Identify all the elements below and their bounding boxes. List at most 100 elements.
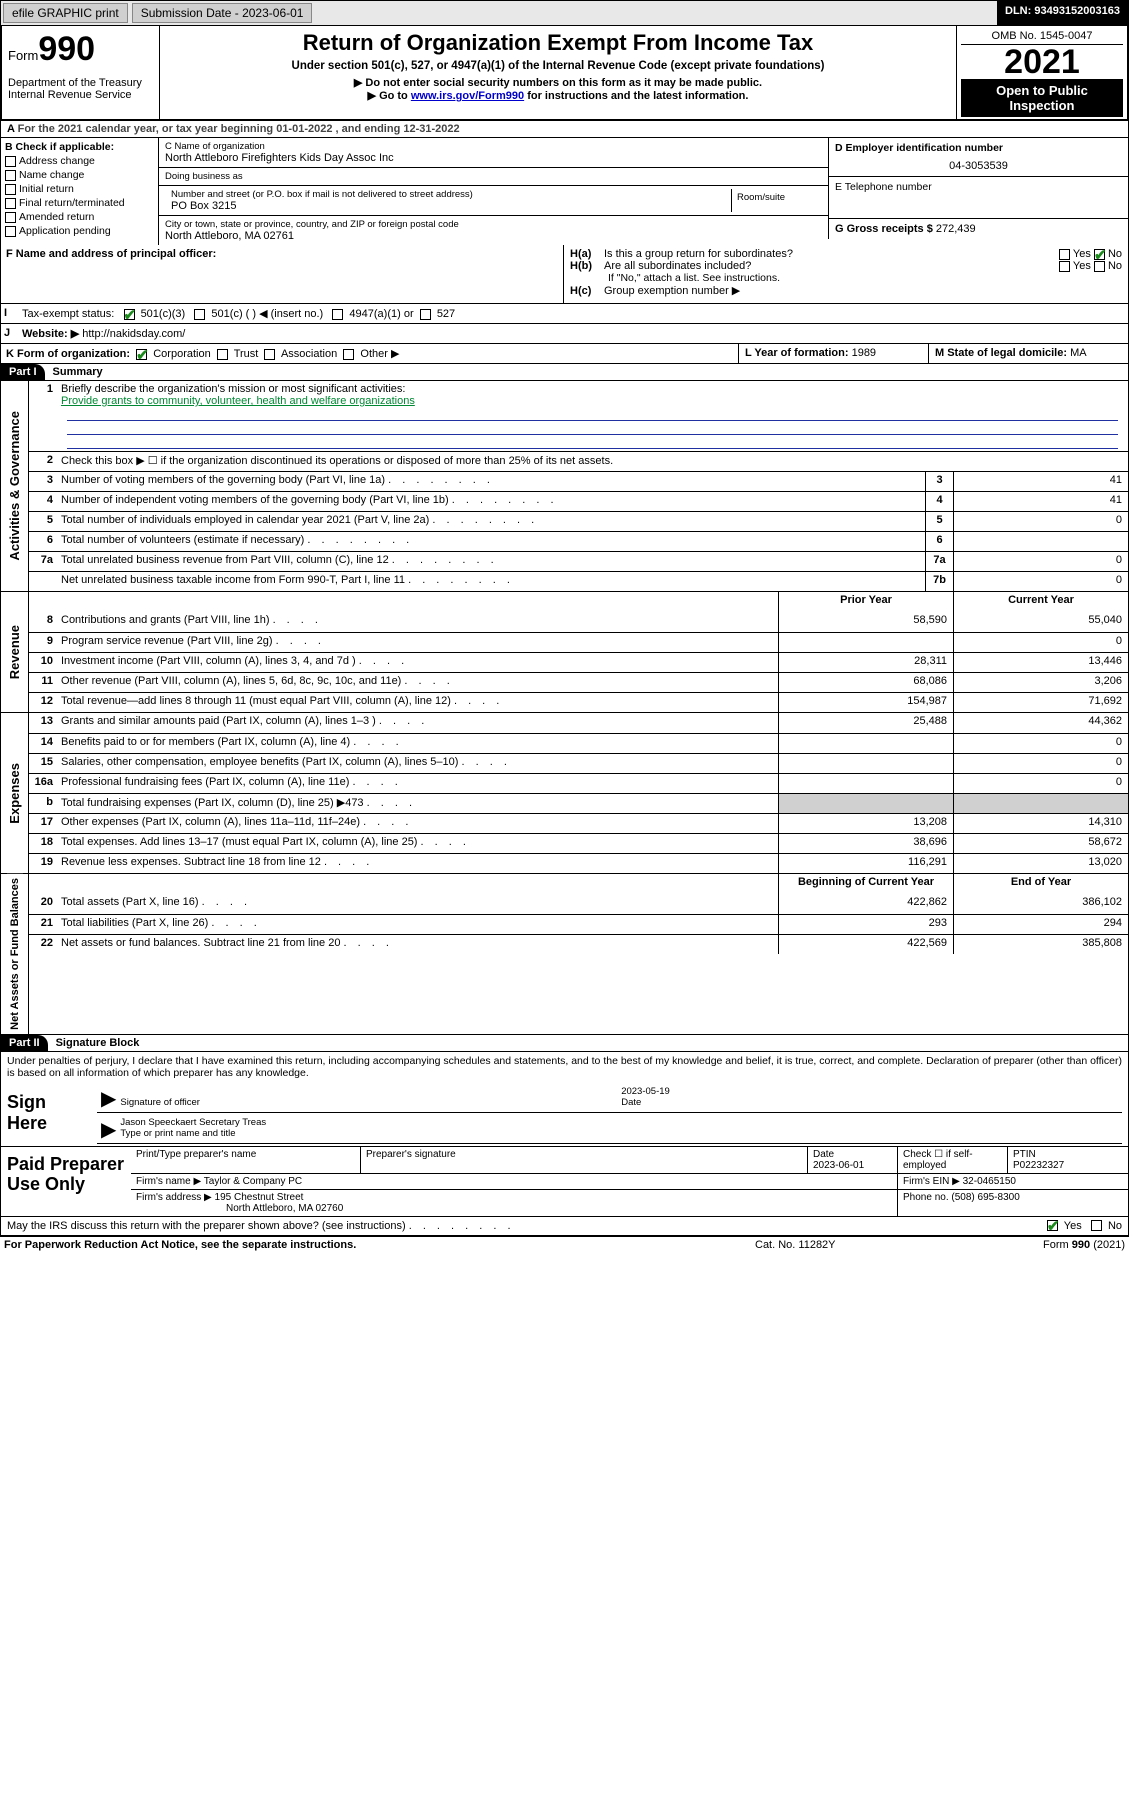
page-footer: For Paperwork Reduction Act Notice, see … [0, 1236, 1129, 1253]
side-governance: Activities & Governance [5, 407, 24, 565]
efile-print-button[interactable]: efile GRAPHIC print [3, 3, 128, 23]
summary-row: bTotal fundraising expenses (Part IX, co… [29, 793, 1128, 813]
row-k-l-m: K Form of organization: Corporation Trus… [0, 344, 1129, 364]
summary-row: 10Investment income (Part VIII, column (… [29, 652, 1128, 672]
summary-row: 22Net assets or fund balances. Subtract … [29, 934, 1128, 954]
summary-row: 21Total liabilities (Part X, line 26) . … [29, 914, 1128, 934]
part1-header: Part I Summary [0, 364, 1129, 381]
sign-date-field: 2023-05-19Date [621, 1086, 1122, 1111]
line1-mission: Briefly describe the organization's miss… [57, 381, 1128, 451]
chk-hb-yes[interactable] [1059, 261, 1070, 272]
row-f-h: F Name and address of principal officer:… [0, 245, 1129, 304]
chk-ha-yes[interactable] [1059, 249, 1070, 260]
declaration-text: Under penalties of perjury, I declare th… [0, 1052, 1129, 1082]
side-net-assets: Net Assets or Fund Balances [7, 874, 23, 1034]
chk-name-change[interactable] [5, 170, 16, 181]
summary-row: 4Number of independent voting members of… [29, 491, 1128, 511]
chk-irs-yes[interactable] [1047, 1220, 1058, 1231]
form-subtitle: Under section 501(c), 527, or 4947(a)(1)… [168, 60, 948, 72]
row-i-tax-exempt: I Tax-exempt status: 501(c)(3) 501(c) ( … [0, 304, 1129, 324]
box-e-phone: E Telephone number [828, 177, 1128, 219]
box-f-officer: F Name and address of principal officer: [6, 248, 216, 260]
irs-label: Internal Revenue Service [8, 89, 153, 101]
row-j-website: J Website: ▶ http://nakidsday.com/ [0, 324, 1129, 344]
chk-final-return[interactable] [5, 198, 16, 209]
paid-preparer-block: Paid Preparer Use Only Print/Type prepar… [0, 1147, 1129, 1217]
summary-row: 13Grants and similar amounts paid (Part … [29, 713, 1128, 733]
chk-501c[interactable] [194, 309, 205, 320]
firm-address: Firm's address ▶ 195 Chestnut Street Nor… [131, 1190, 898, 1216]
box-c-name: C Name of organization North Attleboro F… [159, 138, 828, 168]
note-link: ▶ Go to www.irs.gov/Form990 for instruct… [168, 89, 948, 102]
sign-arrow-icon: ▶ [97, 1086, 120, 1111]
chk-4947[interactable] [332, 309, 343, 320]
website-link[interactable]: http://nakidsday.com/ [82, 328, 185, 340]
chk-527[interactable] [420, 309, 431, 320]
side-revenue: Revenue [5, 621, 24, 683]
box-d-ein: D Employer identification number 04-3053… [828, 138, 1128, 177]
submission-date-label: Submission Date - 2023-06-01 [132, 3, 313, 23]
chk-app-pending[interactable] [5, 226, 16, 237]
chk-ha-no[interactable] [1094, 249, 1105, 260]
prep-name-hdr: Print/Type preparer's name [131, 1147, 361, 1173]
dln-label: DLN: 93493152003163 [997, 1, 1128, 25]
summary-row: 5Total number of individuals employed in… [29, 511, 1128, 531]
prep-sig-hdr: Preparer's signature [361, 1147, 808, 1173]
box-c-dba: Doing business as [159, 168, 828, 186]
box-c-city: City or town, state or province, country… [159, 216, 828, 245]
form-header: Form990 Department of the Treasury Inter… [0, 26, 1129, 121]
chk-initial-return[interactable] [5, 184, 16, 195]
summary-row: 12Total revenue—add lines 8 through 11 (… [29, 692, 1128, 712]
summary-section: Activities & Governance 1 Briefly descri… [0, 381, 1129, 1034]
summary-row: 7aTotal unrelated business revenue from … [29, 551, 1128, 571]
chk-address-change[interactable] [5, 156, 16, 167]
summary-row: 8Contributions and grants (Part VIII, li… [29, 612, 1128, 632]
summary-row: 20Total assets (Part X, line 16) . . . .… [29, 894, 1128, 914]
firm-phone: Phone no. (508) 695-8300 [898, 1190, 1128, 1216]
h-c-label: Group exemption number ▶ [604, 285, 740, 297]
firm-ein: Firm's EIN ▶ 32-0465150 [898, 1174, 1128, 1189]
col-prior-year: Prior Year [778, 592, 953, 612]
h-a-label: Is this a group return for subordinates? [604, 248, 793, 260]
sign-here-block: Sign Here ▶ Signature of officer 2023-05… [0, 1082, 1129, 1147]
h-b-label: Are all subordinates included? [604, 260, 751, 272]
summary-row: 3Number of voting members of the governi… [29, 471, 1128, 491]
summary-row: 6Total number of volunteers (estimate if… [29, 531, 1128, 551]
chk-amended[interactable] [5, 212, 16, 223]
chk-trust[interactable] [217, 349, 228, 360]
tax-year: 2021 [961, 45, 1123, 79]
summary-row: 18Total expenses. Add lines 13–17 (must … [29, 833, 1128, 853]
prep-self-emp[interactable]: Check ☐ if self-employed [898, 1147, 1008, 1173]
summary-row: 9Program service revenue (Part VIII, lin… [29, 632, 1128, 652]
prep-ptin: PTINP02232327 [1008, 1147, 1128, 1173]
prep-date: Date2023-06-01 [808, 1147, 898, 1173]
part2-header: Part II Signature Block [0, 1034, 1129, 1052]
signature-field[interactable]: Signature of officer [120, 1086, 621, 1111]
summary-row: 16aProfessional fundraising fees (Part I… [29, 773, 1128, 793]
col-begin-year: Beginning of Current Year [778, 874, 953, 894]
line2-checkbox: Check this box ▶ ☐ if the organization d… [57, 452, 1128, 471]
top-bar: efile GRAPHIC print Submission Date - 20… [0, 0, 1129, 26]
summary-row: 11Other revenue (Part VIII, column (A), … [29, 672, 1128, 692]
summary-row: 19Revenue less expenses. Subtract line 1… [29, 853, 1128, 873]
row-a-tax-year: A For the 2021 calendar year, or tax yea… [0, 121, 1129, 138]
form-number: Form990 [8, 30, 153, 69]
chk-irs-no[interactable] [1091, 1220, 1102, 1231]
entity-info-grid: B Check if applicable: Address change Na… [0, 138, 1129, 245]
chk-other[interactable] [343, 349, 354, 360]
col-current-year: Current Year [953, 592, 1128, 612]
open-to-public: Open to Public Inspection [961, 79, 1123, 117]
box-b-checks: B Check if applicable: Address change Na… [1, 138, 159, 245]
irs-link[interactable]: www.irs.gov/Form990 [411, 90, 524, 102]
h-b-note: If "No," attach a list. See instructions… [570, 272, 1122, 284]
chk-501c3[interactable] [124, 309, 135, 320]
summary-row: 14Benefits paid to or for members (Part … [29, 733, 1128, 753]
summary-row: 15Salaries, other compensation, employee… [29, 753, 1128, 773]
summary-row: Net unrelated business taxable income fr… [29, 571, 1128, 591]
form-title: Return of Organization Exempt From Incom… [168, 30, 948, 56]
name-arrow-icon: ▶ [97, 1117, 120, 1142]
summary-row: 17Other expenses (Part IX, column (A), l… [29, 813, 1128, 833]
chk-corp[interactable] [136, 349, 147, 360]
chk-assoc[interactable] [264, 349, 275, 360]
chk-hb-no[interactable] [1094, 261, 1105, 272]
